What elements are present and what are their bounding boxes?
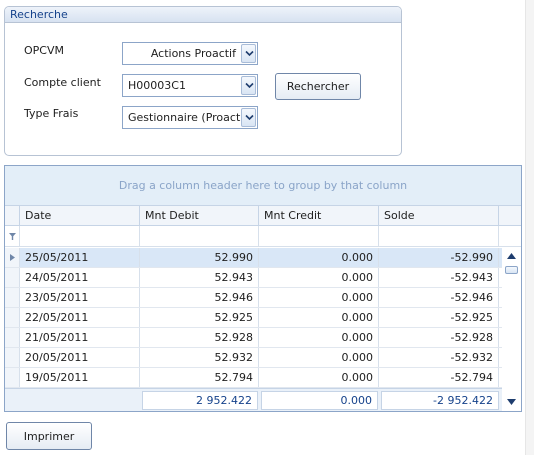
filter-cell-solde[interactable] [379, 226, 499, 246]
compte-client-combobox[interactable]: H00003C1 [122, 74, 258, 97]
row-indicator [5, 268, 20, 287]
cell-solde: -52.928 [379, 328, 499, 347]
cell-mnt-debit: 52.932 [140, 348, 259, 367]
opcvm-value: Actions Proactif [150, 47, 236, 60]
filter-indicator-cell [5, 226, 20, 246]
cell-mnt-debit: 52.794 [140, 368, 259, 387]
opcvm-combobox[interactable]: Actions Proactif [122, 42, 258, 65]
triangle-down-icon[interactable] [507, 399, 516, 405]
type-frais-label: Type Frais [24, 107, 79, 120]
table-row[interactable]: 20/05/2011 52.932 0.000 -52.932 [5, 348, 502, 368]
cell-solde: -52.943 [379, 268, 499, 287]
column-header-row: Date Mnt Debit Mnt Credit Solde [5, 206, 521, 226]
cell-date: 25/05/2011 [20, 248, 140, 267]
filter-cell-date[interactable] [20, 226, 140, 246]
column-header-solde[interactable]: Solde [379, 206, 499, 225]
search-group-title: Recherche [5, 7, 401, 23]
cell-mnt-credit: 0.000 [259, 248, 379, 267]
cell-solde: -52.990 [379, 248, 499, 267]
type-frais-dropdown-button[interactable] [241, 108, 256, 127]
cell-mnt-debit: 52.943 [140, 268, 259, 287]
cell-date: 24/05/2011 [20, 268, 140, 287]
cell-date: 19/05/2011 [20, 368, 140, 387]
cell-mnt-credit: 0.000 [259, 328, 379, 347]
table-row[interactable]: 22/05/2011 52.925 0.000 -52.925 [5, 308, 502, 328]
cell-solde: -52.925 [379, 308, 499, 327]
filter-cell-mnt-debit[interactable] [140, 226, 259, 246]
triangle-up-icon[interactable] [507, 253, 516, 259]
table-row[interactable]: 23/05/2011 52.946 0.000 -52.946 [5, 288, 502, 308]
window-edge [525, 0, 534, 455]
cell-mnt-credit: 0.000 [259, 368, 379, 387]
row-indicator [5, 368, 20, 387]
cell-mnt-credit: 0.000 [259, 288, 379, 307]
filter-icon [9, 233, 16, 240]
imprimer-button[interactable]: Imprimer [6, 422, 92, 450]
total-solde: -2 952.422 [381, 391, 499, 410]
row-indicator [5, 348, 20, 367]
column-header-mnt-debit[interactable]: Mnt Debit [140, 206, 259, 225]
totals-row: 2 952.422 0.000 -2 952.422 [5, 388, 502, 411]
row-indicator [5, 308, 20, 327]
compte-client-label: Compte client [24, 76, 101, 89]
compte-client-dropdown-button[interactable] [241, 76, 256, 95]
cell-date: 22/05/2011 [20, 308, 140, 327]
group-by-panel[interactable]: Drag a column header here to group by th… [5, 166, 521, 206]
type-frais-value: Gestionnaire (Proactif) [128, 111, 252, 124]
row-indicator [5, 248, 20, 267]
cell-mnt-credit: 0.000 [259, 348, 379, 367]
opcvm-dropdown-button[interactable] [241, 44, 256, 63]
column-header-mnt-credit[interactable]: Mnt Credit [259, 206, 379, 225]
chevron-down-icon [245, 114, 254, 121]
scrollbar-thumb[interactable] [505, 266, 518, 274]
vertical-scrollbar[interactable] [502, 248, 521, 411]
cell-mnt-credit: 0.000 [259, 308, 379, 327]
chevron-down-icon [245, 50, 254, 57]
chevron-down-icon [245, 82, 254, 89]
header-indicator-cell [5, 206, 20, 225]
cell-mnt-debit: 52.928 [140, 328, 259, 347]
total-mnt-credit: 0.000 [261, 391, 378, 410]
table-row[interactable]: 25/05/2011 52.990 0.000 -52.990 [5, 248, 502, 268]
cell-mnt-debit: 52.990 [140, 248, 259, 267]
cell-mnt-debit: 52.925 [140, 308, 259, 327]
table-row[interactable]: 19/05/2011 52.794 0.000 -52.794 [5, 368, 502, 388]
cell-date: 21/05/2011 [20, 328, 140, 347]
cell-solde: -52.946 [379, 288, 499, 307]
cell-date: 20/05/2011 [20, 348, 140, 367]
type-frais-combobox[interactable]: Gestionnaire (Proactif) [122, 106, 258, 129]
filter-cell-mnt-credit[interactable] [259, 226, 379, 246]
filter-row [5, 226, 521, 247]
row-indicator [5, 328, 20, 347]
rechercher-button[interactable]: Rechercher [275, 73, 361, 100]
table-row[interactable]: 24/05/2011 52.943 0.000 -52.943 [5, 268, 502, 288]
search-groupbox: Recherche OPCVM Actions Proactif Compte … [4, 6, 402, 156]
cell-mnt-credit: 0.000 [259, 268, 379, 287]
column-header-date[interactable]: Date [20, 206, 140, 225]
cell-date: 23/05/2011 [20, 288, 140, 307]
grid-rows: 25/05/2011 52.990 0.000 -52.990 24/05/20… [5, 248, 502, 388]
total-mnt-debit: 2 952.422 [142, 391, 258, 410]
triangle-right-icon [10, 254, 15, 261]
opcvm-label: OPCVM [24, 44, 64, 57]
table-row[interactable]: 21/05/2011 52.928 0.000 -52.928 [5, 328, 502, 348]
cell-mnt-debit: 52.946 [140, 288, 259, 307]
cell-solde: -52.932 [379, 348, 499, 367]
results-grid: Drag a column header here to group by th… [4, 165, 522, 412]
cell-solde: -52.794 [379, 368, 499, 387]
row-indicator [5, 288, 20, 307]
compte-client-value: H00003C1 [128, 79, 186, 92]
